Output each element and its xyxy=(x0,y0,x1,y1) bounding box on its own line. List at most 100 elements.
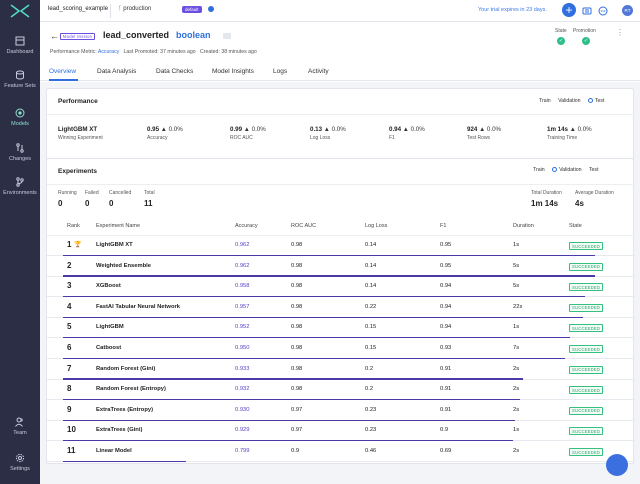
cell-f1: 0.94 xyxy=(440,324,452,331)
sidebar-item-team[interactable]: Team xyxy=(0,417,40,436)
avatar[interactable]: RT xyxy=(622,5,633,16)
tag-icon[interactable] xyxy=(223,33,231,39)
radio-test[interactable]: Test xyxy=(587,98,604,104)
sidebar-item-settings[interactable]: Settings xyxy=(0,453,40,472)
tab-logs[interactable]: Logs xyxy=(273,68,288,75)
cell-dur: 2s xyxy=(513,365,520,372)
radio-validation[interactable]: Validation xyxy=(558,98,581,104)
cell-name: ExtraTrees (Gini) xyxy=(96,427,143,434)
status-badge: SUCCEEDED xyxy=(569,242,604,250)
team-icon xyxy=(15,417,23,427)
metric-label: Performance Metric: xyxy=(50,49,97,55)
column-header[interactable]: Rank xyxy=(67,223,80,229)
status-badge: SUCCEEDED xyxy=(569,345,604,353)
cell-roc: 0.98 xyxy=(291,283,303,290)
radio-train[interactable]: Train xyxy=(539,98,551,104)
column-header[interactable]: Duration xyxy=(513,223,534,229)
column-header[interactable]: Log Loss xyxy=(365,223,388,229)
table-row[interactable]: 5 LightGBM 0.952 0.98 0.15 0.94 1s SUCCEEDED xyxy=(47,318,635,339)
cell-f1: 0.69 xyxy=(440,448,452,454)
table-row[interactable]: 4 FastAI Tabular Neural Network 0.957 0.98 0… xyxy=(47,298,635,318)
metric-value: Accuracy xyxy=(97,49,120,55)
table-row[interactable]: 8 Random Forest (Entropy) 0.932 0.98 0.2 0.91… xyxy=(47,380,635,401)
cell-acc: 0.933 xyxy=(235,365,250,372)
table-row[interactable]: 10 ExtraTrees (Gini) 0.929 0.97 0.23 0.9 1s SUC… xyxy=(47,421,635,442)
table-row[interactable]: 6 Catboost 0.950 0.98 0.15 0.93 7s SUCCEEDED xyxy=(47,339,635,359)
cell-f1: 0.95 xyxy=(440,242,452,248)
cell-logloss: 0.46 xyxy=(365,448,377,454)
more-icon[interactable]: ⋮ xyxy=(616,28,624,37)
sidebar-item-feature-sets[interactable]: Feature Sets xyxy=(0,70,40,89)
accuracy-bar xyxy=(63,296,586,298)
logo-icon[interactable] xyxy=(10,4,30,18)
accuracy-bar xyxy=(63,357,566,359)
cell-logloss: 0.14 xyxy=(365,283,377,290)
divider xyxy=(110,4,111,18)
cell-dur: 7s xyxy=(513,345,520,351)
table-row[interactable]: 9 ExtraTrees (Entropy) 0.930 0.97 0.23 0.91 2s… xyxy=(47,401,635,421)
table-row[interactable]: 1 LightGBM XT 0.962 0.98 0.14 0.95 1s 🏆 SUCCEEDE… xyxy=(47,236,635,256)
tab-data-analysis[interactable]: Data Analysis xyxy=(97,68,137,75)
cell-dur: 2s xyxy=(513,406,520,413)
stat-value: 0 xyxy=(109,199,114,208)
trial-notice[interactable]: Your trial expires in 23 days. xyxy=(478,7,547,13)
branch-settings-icon[interactable] xyxy=(208,6,214,12)
cell-name: ExtraTrees (Entropy) xyxy=(96,406,154,413)
cell-acc: 0.950 xyxy=(235,345,250,351)
column-header[interactable]: F1 xyxy=(440,223,447,229)
cell-rank: 4 xyxy=(67,301,72,311)
table-row[interactable]: 3 XGBoost 0.958 0.98 0.14 0.94 5s SUCCEEDED xyxy=(47,277,635,298)
cell-acc: 0.958 xyxy=(235,283,250,290)
metric-label: ROC AUC xyxy=(230,135,253,141)
duration-value: 1m 14s xyxy=(531,199,559,208)
topbar: lead_scoring_example ᚴ production defaul… xyxy=(40,0,640,22)
cell-acc: 0.962 xyxy=(235,262,250,269)
column-header[interactable]: ROC AUC xyxy=(291,223,317,229)
tab-activity[interactable]: Activity xyxy=(308,68,329,75)
cell-logloss: 0.22 xyxy=(365,303,377,310)
metric-number: 1m 14s xyxy=(547,126,568,133)
tab-model-insights[interactable]: Model Insights xyxy=(212,68,254,75)
column-header[interactable]: State xyxy=(569,223,582,229)
add-button[interactable]: + xyxy=(562,3,576,17)
column-header[interactable]: Experiment Name xyxy=(96,223,141,229)
sidebar-item-models[interactable]: Models xyxy=(0,108,40,127)
back-arrow-icon[interactable]: ← xyxy=(50,31,59,41)
tab-data-checks[interactable]: Data Checks xyxy=(156,68,194,75)
model-type: boolean xyxy=(176,30,211,40)
metric-number: 0.94 xyxy=(389,126,402,133)
table-row[interactable]: 11 Linear Model 0.799 0.9 0.46 0.69 2s SUCCEEDE… xyxy=(47,442,635,462)
sidebar-item-environments[interactable]: Environments xyxy=(0,177,40,196)
performance-split-toggle: Train Validation Test xyxy=(533,98,604,104)
performance-panel: Performance Train Validation Test LightG… xyxy=(46,88,635,170)
metric-value: 0.99 ▲ 0.0% xyxy=(230,126,266,133)
tab-overview[interactable]: Overview xyxy=(49,68,77,75)
branch-selector[interactable]: ᚴ production xyxy=(118,6,151,12)
sidebar-item-dashboard[interactable]: Dashboard xyxy=(0,36,40,55)
radio-validation[interactable]: Validation xyxy=(552,167,582,173)
trophy-icon: 🏆 xyxy=(74,242,82,248)
cell-roc: 0.98 xyxy=(291,303,303,310)
cell-roc: 0.98 xyxy=(291,386,303,393)
promoted-label: Last Promoted: xyxy=(123,49,159,55)
created-value: 38 minutes ago xyxy=(221,49,257,55)
cell-roc: 0.98 xyxy=(291,262,303,269)
chat-widget-button[interactable] xyxy=(606,454,628,476)
help-icon[interactable] xyxy=(598,6,608,16)
accuracy-bar xyxy=(63,316,583,318)
docs-icon[interactable] xyxy=(582,6,592,16)
sidebar-item-changes[interactable]: Changes xyxy=(0,143,40,162)
cell-dur: 5s xyxy=(513,283,520,290)
promoted-value: 37 minutes ago xyxy=(160,49,196,55)
cell-acc: 0.932 xyxy=(235,386,250,393)
radio-test[interactable]: Test xyxy=(588,167,599,173)
cell-roc: 0.97 xyxy=(291,427,303,434)
table-row[interactable]: 7 Random Forest (Gini) 0.933 0.98 0.2 0.91 2s S… xyxy=(47,360,635,380)
stat-value: 11 xyxy=(144,199,153,208)
table-row[interactable]: 2 Weighted Ensemble 0.962 0.98 0.14 0.95 5s SUC… xyxy=(47,257,635,277)
column-header[interactable]: Accuracy xyxy=(235,223,258,229)
winning-experiment-label: Winning Experiment xyxy=(58,135,103,141)
project-selector[interactable]: lead_scoring_example xyxy=(48,6,109,12)
radio-train[interactable]: Train xyxy=(533,167,545,173)
